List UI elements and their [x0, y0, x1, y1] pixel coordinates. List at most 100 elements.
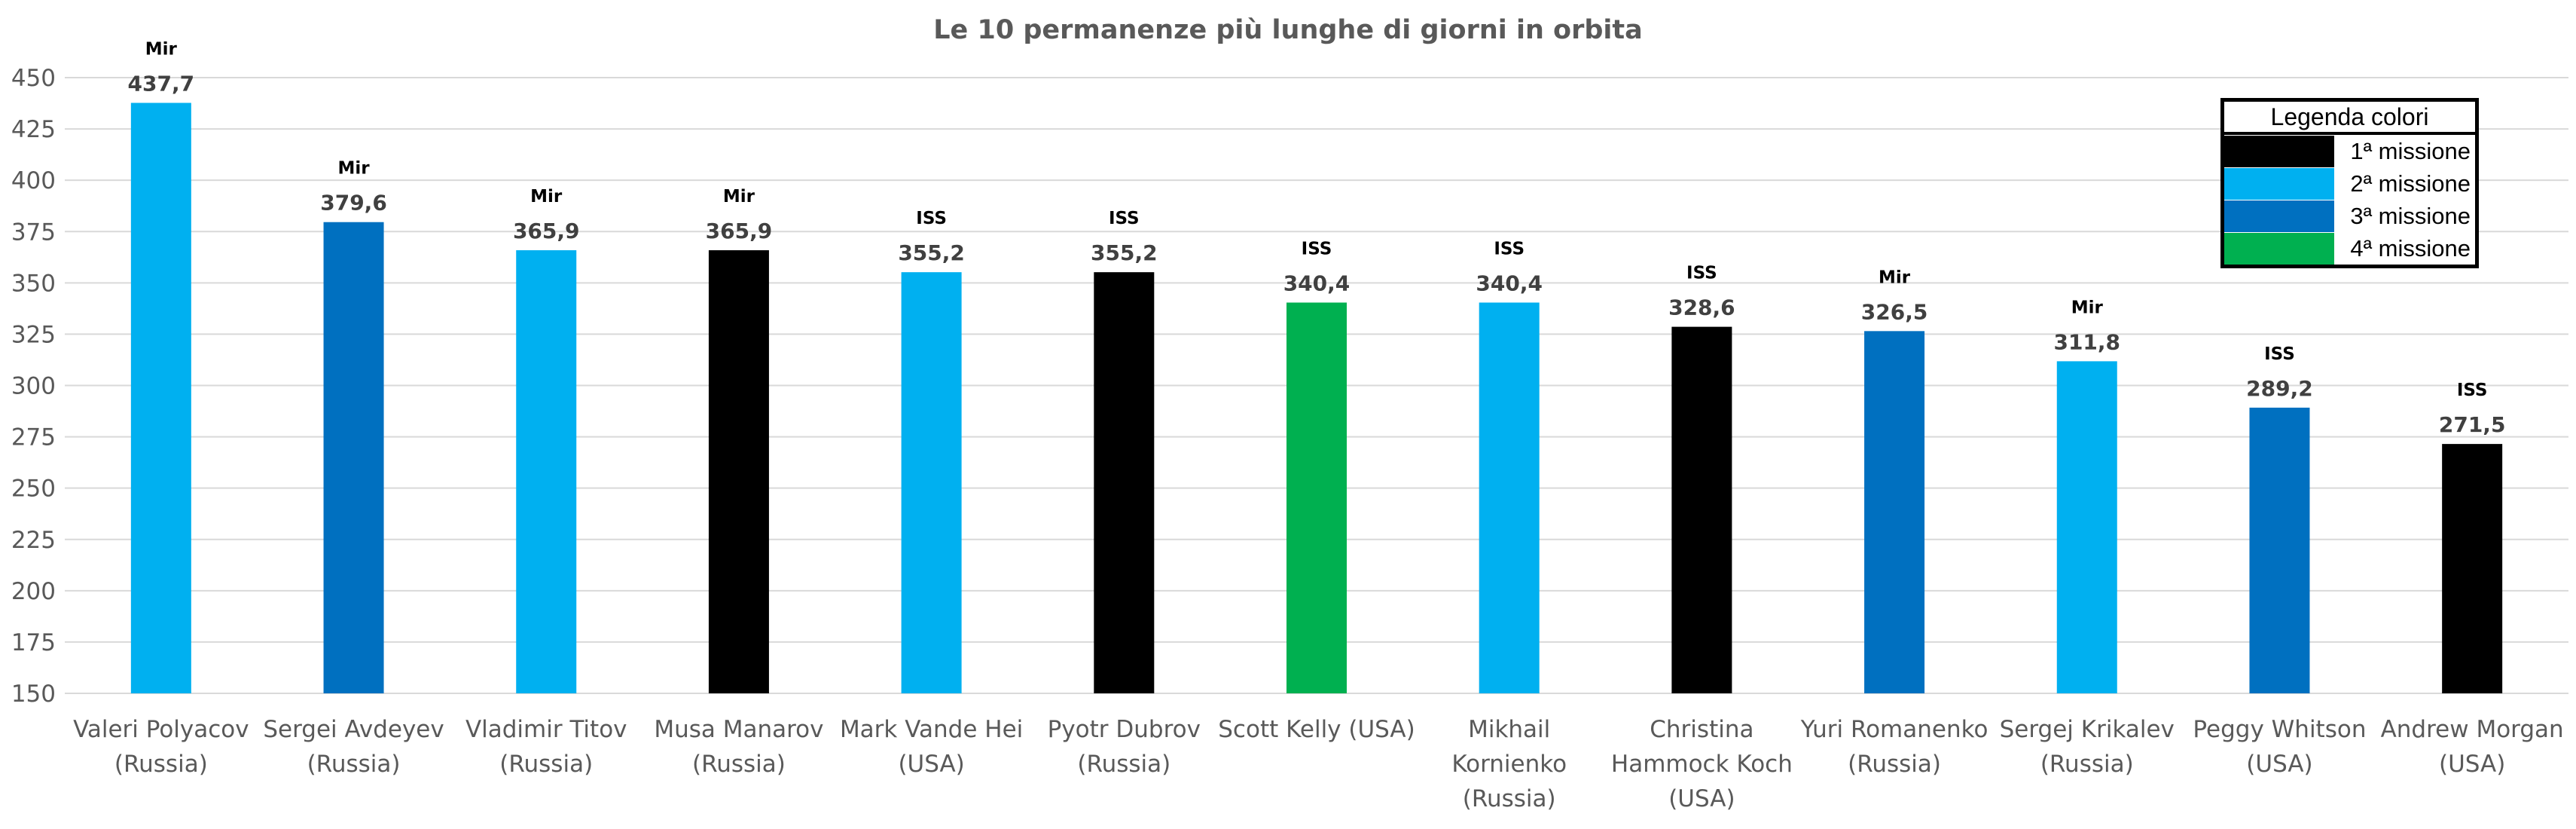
category-label: Pyotr Dubrov (Russia): [1048, 716, 1201, 778]
legend-label: 4ª missione: [2350, 235, 2471, 262]
category-label-line: (Russia): [1077, 751, 1170, 778]
y-tick-label: 400: [11, 167, 56, 194]
y-tick-label: 250: [11, 476, 56, 503]
value-labels: 437,7 379,6 365,9 365,9 355,2 355,2 340,4 340,4…: [128, 71, 2506, 437]
station-label: ISS: [1494, 239, 1525, 258]
y-tick-label: 200: [11, 578, 56, 605]
x-axis-category-labels: Valeri Polyacov (Russia) Sergei Avdeyev (Ru…: [73, 716, 2564, 812]
category-label-line: (USA): [898, 751, 964, 778]
legend-title: Legenda colori: [2224, 102, 2475, 135]
bar: [1864, 331, 1925, 693]
value-label: 340,4: [1476, 271, 1543, 295]
value-label: 437,7: [128, 71, 195, 96]
y-axis-tick-labels: 150 175 200 225 250 275 300 325 350 375 400 425 450: [11, 65, 56, 708]
bar: [708, 250, 769, 693]
legend-item-mission-3: 3ª missione: [2224, 200, 2475, 232]
y-tick-label: 150: [11, 681, 56, 708]
legend: Legenda colori 1ª missione 2ª missione 3…: [2220, 98, 2479, 268]
legend-label: 1ª missione: [2350, 138, 2471, 164]
category-label-line: (Russia): [499, 751, 593, 778]
station-label: Mir: [723, 187, 755, 206]
category-label: Sergei Avdeyev (Russia): [263, 716, 444, 778]
station-label: ISS: [1109, 209, 1140, 228]
legend-swatch: [2224, 168, 2334, 200]
value-label: 289,2: [2246, 376, 2313, 401]
category-label-line: Vladimir Titov: [465, 716, 627, 743]
legend-swatch: [2224, 136, 2334, 167]
value-label: 379,6: [320, 191, 387, 216]
category-label-line: Pyotr Dubrov: [1048, 716, 1201, 743]
category-label-line: (Russia): [692, 751, 786, 778]
station-label: ISS: [1302, 239, 1332, 258]
legend-item-mission-2: 2ª missione: [2224, 167, 2475, 200]
legend-swatch: [2224, 233, 2334, 265]
category-label-line: Valeri Polyacov: [73, 716, 249, 743]
category-label: Vladimir Titov (Russia): [465, 716, 627, 778]
legend-item-mission-1: 1ª missione: [2224, 135, 2475, 167]
category-label-line: (USA): [1668, 785, 1735, 812]
category-label-line: (Russia): [307, 751, 401, 778]
category-label: Sergej Krikalev (Russia): [2000, 716, 2175, 778]
y-tick-label: 375: [11, 219, 56, 246]
bar: [2442, 444, 2503, 693]
category-label-line: (Russia): [2040, 751, 2134, 778]
value-label: 271,5: [2439, 412, 2506, 437]
bars: [130, 102, 2503, 694]
category-label-line: Mark Vande Hei: [840, 716, 1023, 743]
category-label-line: Sergej Krikalev: [2000, 716, 2175, 743]
value-label: 311,8: [2053, 329, 2120, 354]
category-label-line: (USA): [2246, 751, 2312, 778]
y-tick-label: 325: [11, 321, 56, 348]
bar: [1479, 302, 1540, 694]
category-label-line: Andrew Morgan: [2381, 716, 2564, 743]
legend-item-mission-4: 4ª missione: [2224, 232, 2475, 265]
category-label-line: Scott Kelly (USA): [1218, 716, 1415, 743]
value-label: 365,9: [513, 219, 580, 243]
bar: [901, 272, 962, 693]
category-label-line: (Russia): [1848, 751, 1941, 778]
category-label-line: Mikhail: [1468, 716, 1550, 743]
category-label-line: (Russia): [1463, 785, 1556, 812]
category-label-line: Peggy Whitson: [2193, 716, 2366, 743]
station-label: Mir: [2071, 298, 2104, 317]
bar: [1094, 272, 1155, 693]
value-label: 340,4: [1283, 271, 1351, 295]
category-label-line: Christina: [1650, 716, 1753, 743]
bar: [516, 250, 577, 693]
station-label: ISS: [916, 209, 947, 228]
y-tick-label: 225: [11, 527, 56, 554]
bar: [1286, 302, 1347, 694]
station-label: Mir: [337, 159, 370, 179]
value-label: 326,5: [1861, 299, 1928, 324]
value-label: 365,9: [706, 219, 773, 243]
y-tick-label: 275: [11, 424, 56, 451]
station-label: ISS: [2264, 344, 2295, 364]
category-label: Andrew Morgan (USA): [2381, 716, 2564, 778]
y-tick-label: 450: [11, 65, 56, 92]
value-label: 328,6: [1668, 295, 1735, 320]
legend-label: 3ª missione: [2350, 203, 2471, 229]
category-label-line: Musa Manarov: [654, 716, 823, 743]
bar: [2056, 361, 2117, 693]
station-label: ISS: [2457, 381, 2488, 400]
category-label: Valeri Polyacov (Russia): [73, 716, 249, 778]
y-tick-label: 300: [11, 373, 56, 400]
y-tick-label: 175: [11, 629, 56, 656]
y-tick-label: 425: [11, 116, 56, 143]
category-label-line: Hammock Koch: [1611, 751, 1793, 778]
category-label: Mark Vande Hei (USA): [840, 716, 1023, 778]
category-label-line: Kornienko: [1451, 751, 1567, 778]
station-label: Mir: [530, 187, 563, 206]
station-label: ISS: [1686, 264, 1717, 283]
value-label: 355,2: [898, 240, 965, 265]
category-label-line: Sergei Avdeyev: [263, 716, 444, 743]
y-tick-label: 350: [11, 270, 56, 297]
category-label: Scott Kelly (USA): [1218, 716, 1415, 743]
category-label: Yuri Romanenko (Russia): [1800, 716, 1988, 778]
station-label: Mir: [145, 39, 178, 59]
bar: [1671, 326, 1732, 693]
legend-label: 2ª missione: [2350, 170, 2471, 197]
category-label-line: Yuri Romanenko: [1800, 716, 1988, 743]
